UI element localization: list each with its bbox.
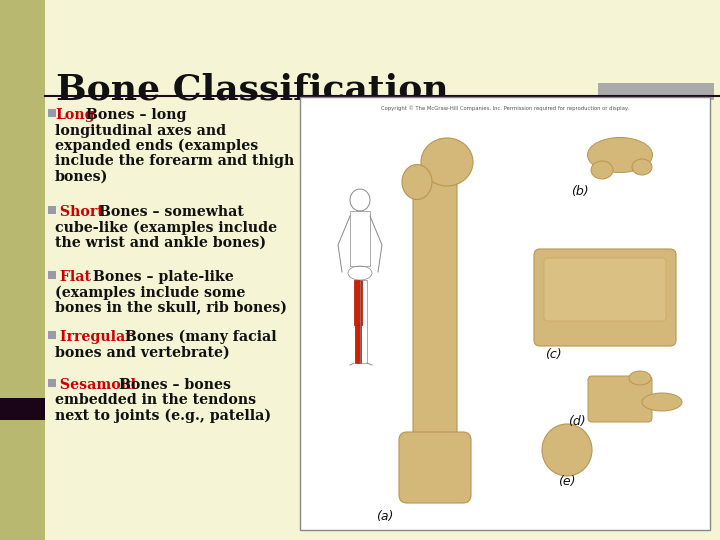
Ellipse shape bbox=[591, 161, 613, 179]
Text: cube-like (examples include: cube-like (examples include bbox=[55, 220, 277, 235]
Bar bbox=[355, 325, 361, 363]
Text: Bones – bones: Bones – bones bbox=[114, 378, 230, 392]
Text: expanded ends (examples: expanded ends (examples bbox=[55, 139, 258, 153]
Text: Bones (many facial: Bones (many facial bbox=[120, 330, 276, 345]
FancyBboxPatch shape bbox=[544, 258, 666, 321]
Text: Flat: Flat bbox=[55, 270, 91, 284]
Text: the wrist and ankle bones): the wrist and ankle bones) bbox=[55, 236, 266, 250]
Bar bbox=[48, 379, 56, 387]
FancyBboxPatch shape bbox=[534, 249, 676, 346]
Ellipse shape bbox=[629, 371, 651, 385]
Text: bones in the skull, rib bones): bones in the skull, rib bones) bbox=[55, 301, 287, 315]
Text: Bones – long: Bones – long bbox=[81, 108, 186, 122]
FancyBboxPatch shape bbox=[399, 432, 471, 503]
Text: bones): bones) bbox=[55, 170, 109, 184]
Bar bbox=[48, 331, 56, 339]
Ellipse shape bbox=[542, 424, 592, 476]
Text: Bone Classification: Bone Classification bbox=[55, 72, 449, 106]
Ellipse shape bbox=[632, 159, 652, 175]
Text: (b): (b) bbox=[571, 185, 589, 198]
Text: longitudinal axes and: longitudinal axes and bbox=[55, 124, 226, 138]
Bar bbox=[350, 211, 370, 266]
Text: Short: Short bbox=[55, 205, 104, 219]
FancyBboxPatch shape bbox=[588, 376, 652, 422]
Bar bbox=[48, 109, 56, 117]
Text: Irregular: Irregular bbox=[55, 330, 132, 344]
Text: (d): (d) bbox=[568, 415, 586, 428]
Text: bones and vertebrate): bones and vertebrate) bbox=[55, 346, 230, 360]
Ellipse shape bbox=[642, 393, 682, 411]
Bar bbox=[48, 206, 56, 214]
Bar bbox=[360, 280, 367, 363]
Text: Sesamoid: Sesamoid bbox=[55, 378, 136, 392]
Text: next to joints (e.g., patella): next to joints (e.g., patella) bbox=[55, 409, 271, 423]
Text: (a): (a) bbox=[377, 510, 394, 523]
Ellipse shape bbox=[421, 138, 473, 186]
Ellipse shape bbox=[588, 138, 652, 172]
Text: (examples include some: (examples include some bbox=[55, 286, 246, 300]
Text: Bones – plate-like: Bones – plate-like bbox=[88, 270, 233, 284]
Text: (e): (e) bbox=[558, 475, 576, 488]
Text: (c): (c) bbox=[545, 348, 562, 361]
FancyBboxPatch shape bbox=[413, 171, 457, 449]
Ellipse shape bbox=[402, 165, 432, 199]
Bar bbox=[598, 83, 714, 100]
Bar bbox=[0, 398, 45, 420]
Text: include the forearm and thigh: include the forearm and thigh bbox=[55, 154, 294, 168]
Text: Bones – somewhat: Bones – somewhat bbox=[94, 205, 244, 219]
Bar bbox=[48, 271, 56, 279]
Text: Copyright © The McGraw-Hill Companies, Inc. Permission required for reproduction: Copyright © The McGraw-Hill Companies, I… bbox=[381, 105, 629, 111]
Text: embedded in the tendons: embedded in the tendons bbox=[55, 394, 256, 408]
Bar bbox=[300, 97, 710, 530]
Text: Long: Long bbox=[55, 108, 94, 122]
Bar bbox=[354, 280, 362, 325]
Bar bbox=[0, 0, 45, 540]
